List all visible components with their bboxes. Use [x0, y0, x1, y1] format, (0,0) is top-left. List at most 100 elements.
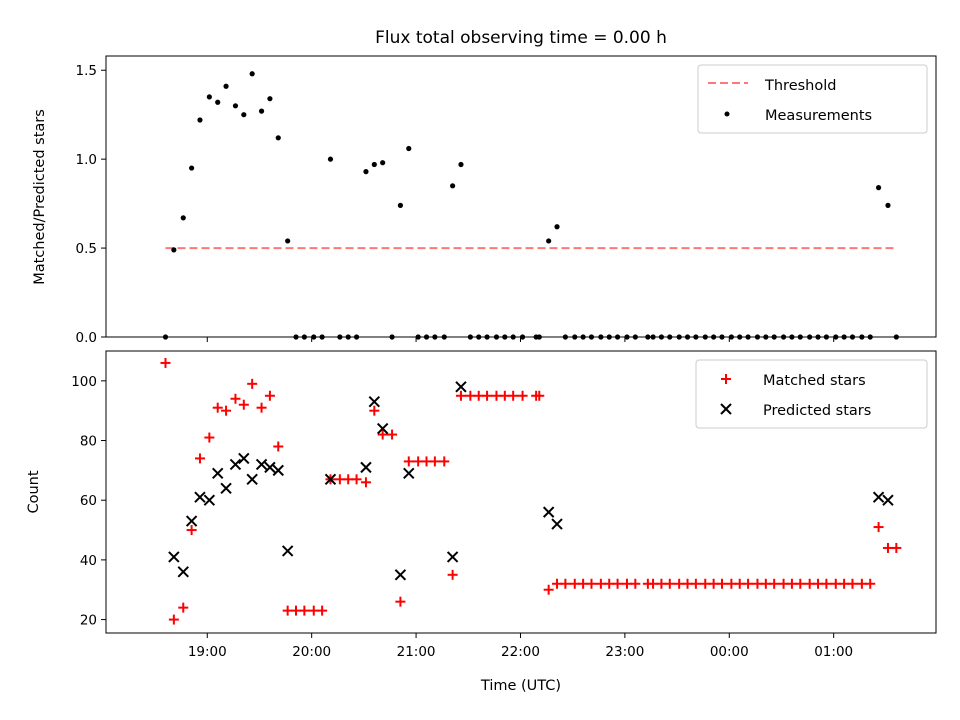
matched-star-point: [804, 578, 815, 589]
measurement-point: [415, 334, 421, 340]
matched-star-point: [743, 578, 754, 589]
legend-threshold-label: Threshold: [764, 78, 836, 94]
measurement-point: [510, 334, 516, 340]
chart-title: Flux total observing time = 0.00 h: [375, 28, 667, 48]
measurement-point: [450, 183, 456, 189]
matched-star-point: [856, 578, 867, 589]
measurement-points: [162, 71, 899, 340]
matched-star-point: [873, 522, 884, 533]
measurement-point: [363, 169, 369, 175]
measurement-point: [476, 334, 482, 340]
measurement-point: [519, 334, 526, 340]
matched-star-point: [716, 578, 727, 589]
matched-star-point: [726, 578, 737, 589]
measurement-point: [849, 334, 856, 340]
measurement-point: [249, 71, 255, 77]
legend-matched-label: Matched stars: [763, 373, 866, 389]
matched-star-point: [194, 453, 205, 464]
measurement-point: [676, 334, 682, 340]
matched-star-point: [674, 578, 685, 589]
x-tick-label: 00:00: [710, 644, 749, 660]
count-legend: Matched stars Predicted stars: [695, 359, 928, 429]
measurement-point: [693, 334, 699, 340]
measurement-point: [215, 99, 221, 105]
measurement-point: [189, 165, 195, 171]
matched-star-point: [308, 605, 319, 616]
measurement-point: [206, 94, 212, 100]
matched-star-point: [238, 399, 249, 410]
measurement-point: [337, 334, 343, 340]
matched-star-point: [447, 569, 458, 580]
matched-star-point: [778, 578, 789, 589]
measurement-point: [807, 334, 813, 340]
matched-star-point: [700, 578, 711, 589]
legend-measurements-label: Measurements: [765, 108, 872, 124]
matched-star-point: [186, 525, 197, 536]
measurement-point: [546, 238, 552, 244]
measurement-point: [624, 334, 630, 340]
measurement-point: [667, 334, 673, 340]
matched-star-point: [317, 605, 328, 616]
matched-stars-points: [160, 357, 902, 625]
matched-star-point: [630, 578, 641, 589]
measurement-point: [841, 334, 847, 340]
predicted-star-point: [264, 461, 276, 474]
predicted-star-point: [246, 473, 258, 486]
matched-star-point: [482, 390, 493, 401]
matched-star-point: [786, 578, 797, 589]
x-axis-label: Time (UTC): [480, 678, 561, 694]
matched-star-point: [413, 456, 424, 467]
count-y-axis-label: Count: [26, 470, 42, 513]
measurement-point: [301, 334, 307, 340]
ratio-legend-box: [697, 64, 928, 134]
measurement-point: [780, 334, 787, 340]
measurement-point: [554, 224, 560, 230]
predicted-star-point: [220, 482, 232, 494]
matched-star-point: [499, 390, 510, 401]
count-panel: 20 40 60 80 100 19:00 20:00 21:00 22:00 23:00 00:…: [26, 350, 937, 694]
measurement-point: [423, 334, 430, 340]
matched-star-point: [282, 605, 293, 616]
measurement-point: [875, 185, 882, 191]
matched-star-point: [221, 405, 232, 416]
ratio-panel: 0.0 0.5 1.0 1.5 Matched/Predicted stars Thr…: [32, 55, 937, 346]
count-legend-box: [695, 359, 928, 429]
matched-star-point: [664, 578, 675, 589]
matched-star-point: [891, 542, 902, 553]
measurement-point: [397, 202, 404, 208]
count-y-tick-label: 60: [80, 493, 97, 509]
matched-star-point: [586, 578, 597, 589]
matched-star-point: [491, 390, 502, 401]
matched-star-point: [621, 578, 632, 589]
legend-matched-swatch: [721, 374, 731, 384]
matched-star-point: [465, 390, 476, 401]
matched-star-point: [769, 578, 780, 589]
predicted-star-point: [168, 551, 180, 563]
measurement-point: [275, 135, 281, 141]
matched-star-point: [648, 578, 659, 589]
matched-star-point: [256, 402, 267, 413]
matched-star-point: [830, 578, 841, 589]
matched-star-point: [690, 578, 701, 589]
legend-matched-marker: [721, 374, 731, 384]
predicted-star-point: [542, 506, 555, 518]
predicted-star-point: [229, 458, 242, 471]
matched-star-point: [421, 456, 432, 467]
matched-star-point: [168, 614, 179, 625]
matched-star-point: [552, 578, 563, 589]
legend-predicted-marker: [720, 403, 732, 415]
matched-star-point: [291, 605, 302, 616]
measurement-point: [371, 161, 377, 168]
matched-star-point: [429, 456, 440, 467]
ratio-legend: Threshold Measurements: [697, 64, 928, 134]
measurement-point: [467, 334, 473, 340]
measurement-point: [502, 334, 508, 340]
measurement-point: [789, 334, 795, 340]
ratio-y-ticks: 0.0 0.5 1.0 1.5: [76, 63, 106, 346]
predicted-star-point: [551, 518, 563, 530]
predicted-star-point: [281, 545, 294, 557]
matched-star-point: [334, 474, 345, 485]
measurement-point: [650, 334, 656, 340]
matched-star-point: [264, 390, 275, 401]
measurement-point: [754, 334, 761, 340]
